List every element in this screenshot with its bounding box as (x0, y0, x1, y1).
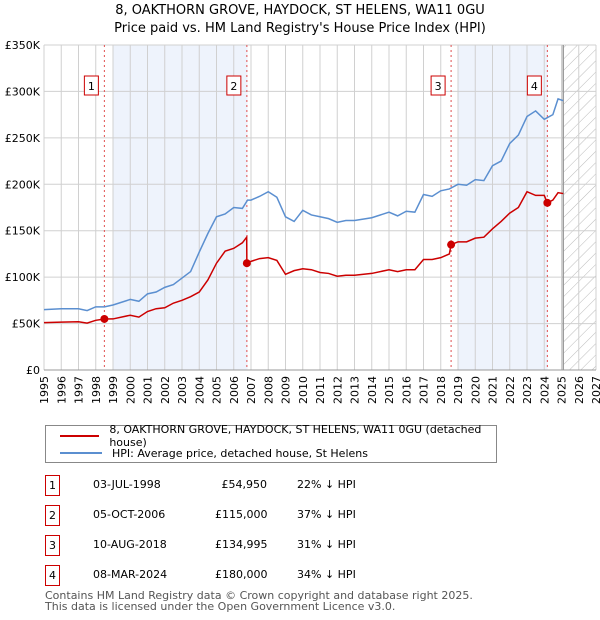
sale-point (543, 198, 552, 207)
x-tick-label: 2011 (314, 376, 327, 404)
x-tick-label: 2016 (400, 376, 413, 404)
x-tick-label: 2024 (538, 376, 551, 404)
legend-item-property: 8, OAKTHORN GROVE, HAYDOCK, ST HELENS, W… (60, 423, 496, 449)
sale-point (447, 240, 456, 249)
chart-title: 8, OAKTHORN GROVE, HAYDOCK, ST HELENS, W… (115, 3, 485, 18)
sale-price: £54,950 (221, 478, 268, 491)
sales-row: 4 08-MAR-2024 £180,000 34% ↓ HPI (45, 565, 465, 587)
x-tick-label: 2000 (124, 376, 137, 404)
sale-hpi-diff: 34% ↓ HPI (297, 568, 356, 581)
y-tick-label: £0 (26, 364, 40, 377)
x-tick-label: 1998 (90, 376, 103, 404)
sale-date: 10-AUG-2018 (93, 538, 167, 551)
property-price-line (43, 190, 564, 324)
x-tick-label: 2008 (262, 376, 275, 404)
x-tick-label: 2012 (331, 376, 344, 404)
sale-hpi-diff: 22% ↓ HPI (297, 478, 356, 491)
sale-label-box (430, 75, 446, 96)
sale-number-badge: 1 (45, 475, 60, 496)
sale-number-badge: 4 (45, 565, 60, 586)
sale-price: £180,000 (215, 568, 268, 581)
x-tick-label: 2019 (452, 376, 465, 404)
footer-line: This data is licensed under the Open Gov… (45, 600, 396, 613)
y-tick-label: £200K (5, 178, 41, 191)
sale-label-box (83, 75, 99, 96)
x-tick-label: 2025 (556, 376, 569, 404)
footer: Contains HM Land Registry data © Crown c… (45, 590, 473, 612)
legend-label: HPI: Average price, detached house, St H… (112, 446, 368, 460)
sale-hpi-diff: 37% ↓ HPI (297, 508, 356, 521)
sale-date: 05-OCT-2006 (93, 508, 166, 521)
sale-number-badge: 3 (45, 535, 60, 556)
x-tick-label: 2006 (228, 376, 241, 404)
x-tick-label: 2014 (366, 376, 379, 404)
x-tick-label: 1997 (73, 376, 86, 404)
sale-point (100, 314, 109, 323)
x-tick-label: 2023 (521, 376, 534, 404)
sale-label-box (226, 75, 242, 96)
legend-swatch-blue (60, 452, 102, 454)
sales-row: 1 03-JUL-1998 £54,950 22% ↓ HPI (45, 475, 465, 497)
sale-date: 03-JUL-1998 (93, 478, 161, 491)
x-tick-label: 2017 (418, 376, 431, 404)
y-tick-label: £50K (12, 318, 41, 331)
price-chart: 1995 1996 1997 1998 1999 2000 2001 2002 2003 2004… (5, 39, 600, 404)
sale-point (242, 259, 251, 268)
sale-label: 1 (88, 80, 95, 93)
hpi-line (43, 97, 564, 312)
x-tick-label: 1996 (55, 376, 68, 404)
chart-subtitle: Price paid vs. HM Land Registry's House … (114, 21, 486, 36)
sales-row: 2 05-OCT-2006 £115,000 37% ↓ HPI (45, 505, 465, 527)
sale-label-box (526, 75, 542, 96)
legend: 8, OAKTHORN GROVE, HAYDOCK, ST HELENS, W… (45, 423, 497, 463)
legend-swatch-red (60, 435, 100, 437)
sale-hpi-diff: 31% ↓ HPI (297, 538, 356, 551)
x-tick-label: 2002 (159, 376, 172, 404)
x-tick-label: 1995 (38, 376, 51, 404)
shaded-band (458, 45, 548, 370)
x-tick-label: 1999 (107, 376, 120, 404)
x-tick-label: 2018 (435, 376, 448, 404)
x-tick-label: 2013 (349, 376, 362, 404)
x-tick-label: 2004 (193, 376, 206, 404)
x-tick-label: 2010 (297, 376, 310, 404)
y-tick-label: £150K (5, 225, 41, 238)
x-tick-label: 2003 (176, 376, 189, 404)
sales-row: 3 10-AUG-2018 £134,995 31% ↓ HPI (45, 535, 465, 557)
forecast-hatch (563, 45, 596, 370)
x-tick-label: 2020 (469, 376, 482, 404)
x-tick-label: 2015 (383, 376, 396, 404)
sale-price: £134,995 (215, 538, 268, 551)
legend-label: 8, OAKTHORN GROVE, HAYDOCK, ST HELENS, W… (109, 423, 482, 449)
x-tick-label: 2026 (573, 376, 586, 404)
x-tick-label: 2009 (280, 376, 293, 404)
sale-label: 4 (531, 80, 538, 93)
x-tick-label: 2027 (590, 376, 600, 404)
y-tick-label: £250K (5, 132, 41, 145)
x-tick-label: 2022 (504, 376, 517, 404)
x-tick-label: 2005 (211, 376, 224, 404)
x-tick-label: 2001 (142, 376, 155, 404)
sale-number-badge: 2 (45, 505, 60, 526)
footer-line: Contains HM Land Registry data © Crown c… (45, 589, 473, 602)
sale-date: 08-MAR-2024 (93, 568, 168, 581)
x-tick-label: 2021 (487, 376, 500, 404)
y-tick-label: £350K (5, 39, 41, 52)
y-tick-label: £100K (5, 271, 41, 284)
sale-label: 3 (435, 80, 442, 93)
sale-label: 2 (230, 80, 237, 93)
y-tick-label: £300K (5, 85, 41, 98)
legend-item-hpi: HPI: Average price, detached house, St H… (60, 445, 368, 461)
sale-price: £115,000 (215, 508, 268, 521)
x-tick-label: 2007 (245, 376, 258, 404)
